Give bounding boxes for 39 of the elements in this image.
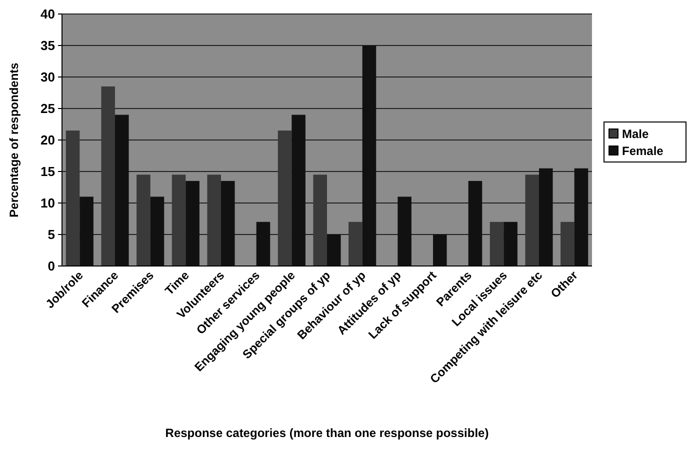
bar <box>398 196 412 266</box>
y-axis-title: Percentage of respondents <box>7 62 21 218</box>
legend-label: Female <box>622 144 664 158</box>
y-tick-label: 20 <box>40 132 55 148</box>
y-tick-label: 35 <box>40 38 55 54</box>
y-tick-label: 25 <box>40 101 55 116</box>
x-axis-title: Response categories (more than one response possible) <box>165 426 489 440</box>
y-tick-label: 30 <box>40 70 55 85</box>
bar <box>66 130 80 266</box>
bar <box>256 222 270 266</box>
bar <box>136 174 150 266</box>
bar <box>115 114 129 266</box>
bar <box>560 222 574 266</box>
bar <box>150 196 164 266</box>
bar <box>221 180 235 266</box>
bar <box>539 168 553 266</box>
bar <box>80 196 94 266</box>
bar <box>504 222 518 266</box>
bar <box>433 234 447 266</box>
bar <box>490 222 504 266</box>
bar <box>292 114 306 266</box>
bar <box>172 174 186 266</box>
bar <box>278 130 292 266</box>
bar <box>348 222 362 266</box>
bar <box>525 174 539 266</box>
bar <box>186 180 200 266</box>
bar <box>362 46 376 266</box>
y-tick-label: 0 <box>48 258 55 274</box>
bar <box>313 174 327 266</box>
bar <box>101 86 115 266</box>
y-tick-label: 10 <box>40 196 55 211</box>
bar <box>207 174 221 266</box>
bar <box>574 168 588 266</box>
bar <box>327 234 341 266</box>
y-tick-label: 15 <box>40 164 55 180</box>
legend-label: Male <box>622 127 650 142</box>
bar <box>468 180 482 266</box>
y-tick-label: 40 <box>40 6 55 22</box>
y-tick-label: 5 <box>48 227 55 242</box>
